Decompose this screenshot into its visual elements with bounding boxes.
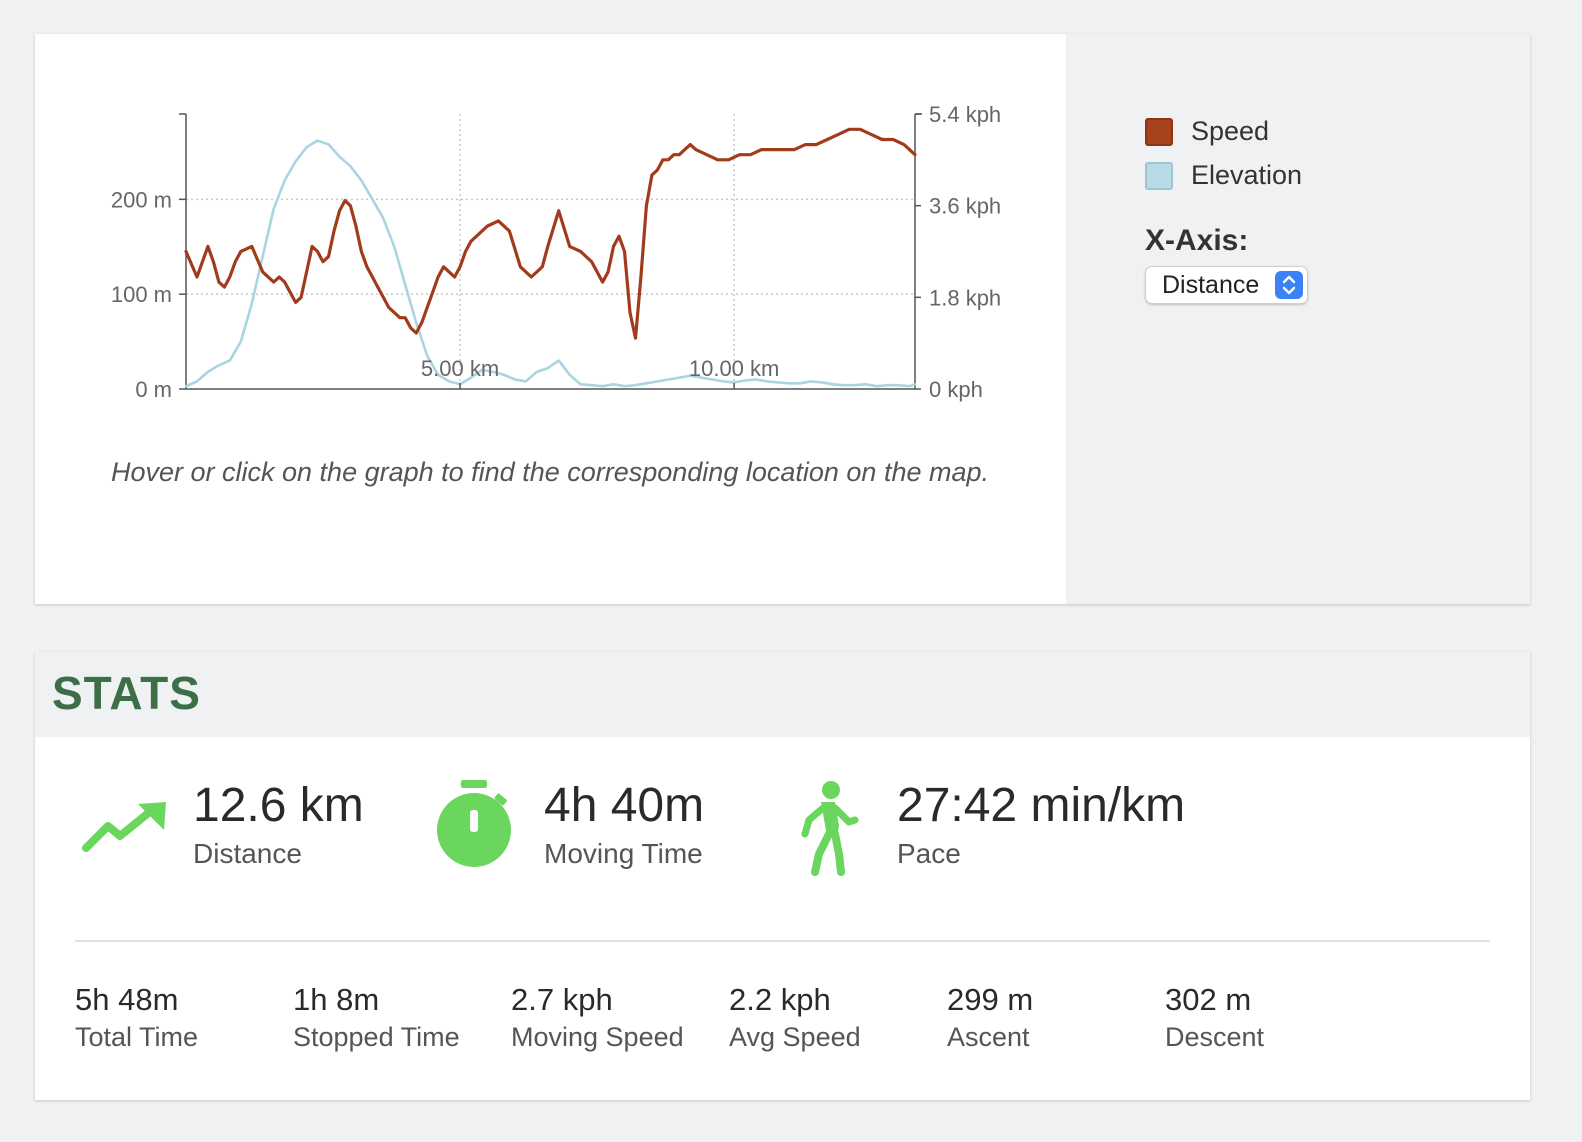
stats-card: STATS 12.6 km Distance 4h 40m Moving Tim… (35, 652, 1530, 1100)
x-axis-select[interactable]: Distance (1145, 266, 1308, 304)
pace-label: Pace (897, 838, 961, 869)
speed-elevation-chart[interactable]: 0 m 100 m 200 m 0 kph 1.8 kph 3.6 kph 5.4 kph 5… (35, 34, 1066, 454)
distance-value: 12.6 km (193, 779, 364, 832)
legend-label-elevation: Elevation (1191, 160, 1303, 190)
elevation-swatch (1145, 161, 1173, 190)
total-time-value: 5h 48m (75, 982, 179, 1017)
stopwatch-icon (437, 780, 511, 867)
left-tick-label: 100 m (111, 282, 172, 307)
stopped-time-label: Stopped Time (293, 1022, 460, 1052)
x-tick-label: 5.00 km (421, 356, 499, 381)
moving-speed-value: 2.7 kph (511, 982, 613, 1017)
legend-item-speed[interactable]: Speed (1145, 116, 1269, 147)
moving-time-label: Moving Time (544, 838, 703, 869)
ascent-value: 299 m (947, 982, 1034, 1017)
stats-title: STATS (52, 667, 201, 719)
legend-panel: Speed Elevation X-Axis: Distance (1066, 34, 1530, 604)
stat-stopped-time: 1h 8m Stopped Time (293, 982, 460, 1055)
select-arrows-icon (1275, 271, 1303, 299)
stats-divider (75, 940, 1490, 942)
descent-value: 302 m (1165, 982, 1252, 1017)
chart-card: 0 m 100 m 200 m 0 kph 1.8 kph 3.6 kph 5.4 kph 5… (35, 34, 1530, 604)
stat-ascent: 299 m Ascent (947, 982, 1033, 1055)
pace-value: 27:42 min/km (897, 779, 1186, 832)
legend-label-speed: Speed (1191, 116, 1270, 146)
right-tick-label: 0 kph (929, 377, 983, 402)
walking-icon (801, 781, 859, 876)
moving-speed-label: Moving Speed (511, 1022, 684, 1052)
avg-speed-label: Avg Speed (729, 1022, 861, 1052)
elevation-series-line (184, 139, 917, 388)
chart-area[interactable]: 0 m 100 m 200 m 0 kph 1.8 kph 3.6 kph 5.4 kph 5… (35, 34, 1066, 604)
trend-up-icon (82, 802, 166, 852)
right-tick-label: 5.4 kph (929, 102, 1001, 127)
stats-header: STATS (35, 652, 1530, 737)
stat-total-time: 5h 48m Total Time (75, 982, 198, 1055)
descent-label: Descent (1165, 1022, 1265, 1052)
stat-avg-speed: 2.2 kph Avg Speed (729, 982, 861, 1055)
right-tick-label: 1.8 kph (929, 285, 1001, 310)
distance-label: Distance (193, 838, 302, 869)
left-tick-label: 0 m (135, 377, 172, 402)
stat-moving-speed: 2.7 kph Moving Speed (511, 982, 684, 1055)
avg-speed-value: 2.2 kph (729, 982, 831, 1017)
speed-swatch (1145, 117, 1173, 146)
x-tick-label: 10.00 km (689, 356, 780, 381)
speed-series-line (184, 127, 917, 340)
right-tick-label: 3.6 kph (929, 194, 1001, 219)
legend-item-elevation[interactable]: Elevation (1145, 160, 1302, 191)
x-axis-select-value: Distance (1162, 270, 1260, 299)
ascent-label: Ascent (947, 1022, 1030, 1052)
left-tick-label: 200 m (111, 187, 172, 212)
total-time-label: Total Time (75, 1022, 199, 1052)
x-axis-label: X-Axis: (1145, 224, 1249, 257)
moving-time-value: 4h 40m (544, 779, 705, 832)
stat-descent: 302 m Descent (1165, 982, 1264, 1055)
stopped-time-value: 1h 8m (293, 982, 380, 1017)
chart-hint: Hover or click on the graph to find the … (110, 457, 989, 487)
